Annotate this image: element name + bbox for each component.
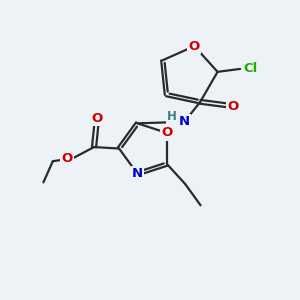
Text: N: N xyxy=(132,167,143,180)
Text: O: O xyxy=(189,40,200,52)
Text: O: O xyxy=(92,112,103,125)
Text: H: H xyxy=(167,110,177,123)
Text: O: O xyxy=(61,152,73,165)
Text: O: O xyxy=(228,100,239,113)
Text: N: N xyxy=(178,115,190,128)
Text: O: O xyxy=(161,127,172,140)
Text: Cl: Cl xyxy=(244,62,258,75)
